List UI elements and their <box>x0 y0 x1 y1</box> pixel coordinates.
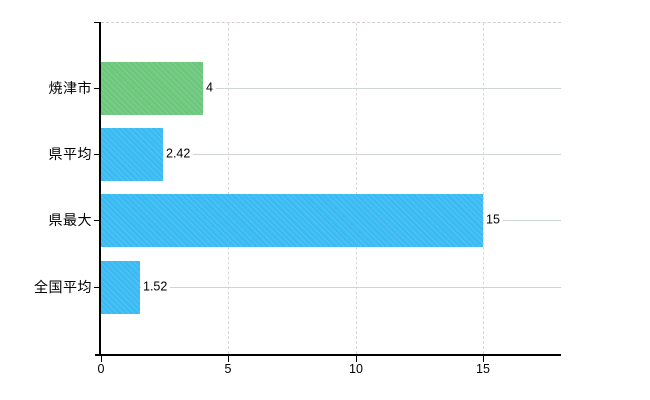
bar <box>101 61 203 115</box>
bar-row: 1.52 <box>101 260 561 314</box>
category-label: 県最大 <box>48 212 92 228</box>
y-axis-tick <box>94 22 100 23</box>
x-axis-tick <box>356 356 357 362</box>
x-tick-label: 0 <box>97 362 105 376</box>
gridline-vertical <box>483 23 484 354</box>
x-axis-tick <box>228 356 229 362</box>
category-label: 全国平均 <box>34 279 92 295</box>
bar-value-label: 2.42 <box>164 146 194 162</box>
bar-row: 4 <box>101 61 561 115</box>
gridline-horizontal <box>101 287 561 288</box>
y-axis-tick <box>94 88 100 89</box>
gridline-horizontal <box>101 154 561 155</box>
plot-area: 4 2.42 15 1.52 <box>101 22 561 354</box>
category-label: 焼津市 <box>48 80 92 96</box>
gridline-horizontal <box>101 88 561 89</box>
bar-value-label: 4 <box>204 80 216 96</box>
bar-row: 15 <box>101 193 561 247</box>
gridline-vertical <box>356 23 357 354</box>
x-tick-label: 15 <box>476 362 490 376</box>
y-axis-tick <box>94 287 100 288</box>
bar-value-label: 15 <box>484 212 503 228</box>
bar-row: 2.42 <box>101 127 561 181</box>
x-axis-tick <box>101 356 102 362</box>
x-axis-line <box>95 354 561 356</box>
bar <box>101 127 163 181</box>
gridline-vertical <box>228 23 229 354</box>
category-label: 県平均 <box>48 146 92 162</box>
y-axis-tick <box>94 154 100 155</box>
bar-value-label: 1.52 <box>141 279 171 295</box>
x-axis-tick <box>483 356 484 362</box>
bar <box>101 193 483 247</box>
y-axis-line <box>99 22 101 354</box>
x-tick-label: 10 <box>349 362 363 376</box>
bar <box>101 260 140 314</box>
plot-top-border <box>101 22 561 23</box>
y-axis-tick <box>94 220 100 221</box>
x-tick-label: 5 <box>224 362 232 376</box>
